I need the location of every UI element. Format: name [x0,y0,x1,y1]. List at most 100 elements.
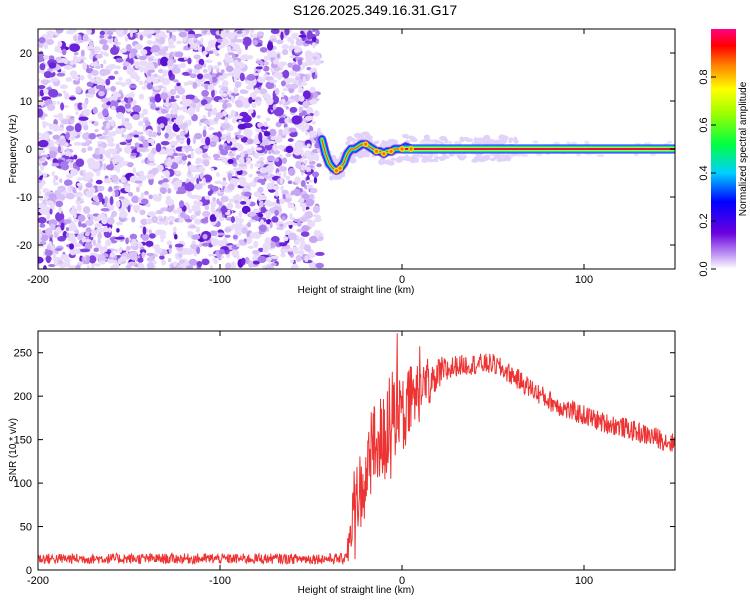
noise-blob [288,127,297,133]
noise-blob [68,96,77,101]
noise-blob [279,223,284,227]
noise-blob [211,89,215,98]
noise-blob [179,259,185,264]
noise-blob [121,208,126,214]
noise-blob [162,69,168,77]
noise-blob [208,134,213,139]
noise-blob [174,51,184,58]
noise-blob [301,225,310,232]
noise-blob [80,49,85,57]
noise-blob [141,233,149,242]
noise-blob [193,250,197,257]
noise-blob [113,262,120,268]
noise-blob [57,259,64,265]
noise-blob [265,164,275,172]
noise-blob [127,96,132,104]
noise-blob [175,95,180,99]
noise-blob [39,63,46,71]
noise-blob [120,157,125,163]
noise-blob [304,166,312,171]
noise-blob [66,232,70,238]
noise-blob [187,107,196,115]
noise-blob [246,221,252,228]
noise-blob [206,155,211,160]
noise-blob [234,223,244,229]
noise-blob [243,150,249,155]
noise-blob [309,249,315,257]
noise-blob [71,205,76,213]
noise-blob [302,75,306,84]
noise-blob [93,247,99,253]
noise-blob [187,208,193,214]
noise-blob [305,198,315,207]
noise-blob [95,84,105,90]
noise-blob [128,52,132,59]
noise-blob [270,262,277,266]
noise-blob [302,90,311,100]
noise-blob [96,170,101,177]
noise-blob [38,55,44,63]
colorbar-tick-label: 0.6 [698,117,710,132]
noise-blob [266,145,272,151]
noise-blob [91,48,95,56]
noise-blob [210,236,214,242]
noise-blob [287,201,291,209]
noise-blob [227,209,231,214]
noise-blob [239,181,249,187]
noise-blob [49,139,55,148]
noise-blob [137,174,147,181]
noise-blob [298,197,305,203]
noise-blob [121,133,125,138]
noise-blob [154,216,159,222]
noise-blob [216,38,223,43]
noise-blob [307,108,314,114]
noise-blob [68,29,78,33]
noise-blob [203,145,210,149]
noise-blob [248,182,253,187]
y-tick-label: -20 [16,240,32,252]
noise-blob [148,130,153,138]
noise-blob [117,258,122,265]
noise-blob [285,153,292,158]
spectrogram-y-ticks: -20 -10 0 10 20 [16,48,675,252]
noise-blob [224,116,228,125]
noise-blob [95,53,103,59]
noise-blob [126,67,135,75]
noise-blob [74,123,82,133]
snr-x-axis-label: Height of straight line (km) [298,585,415,596]
noise-blob [230,137,238,143]
noise-blob [159,255,165,260]
noise-blob [491,139,497,143]
noise-blob [287,62,293,68]
noise-blob [286,36,293,43]
y-tick-label: 100 [14,478,32,490]
noise-blob [203,73,212,79]
noise-blob [165,105,170,112]
noise-blob [204,204,210,211]
noise-blob [227,159,234,164]
noise-blob [245,85,253,90]
noise-blob [298,34,307,38]
noise-blob [196,195,202,201]
noise-blob [362,131,368,136]
colorbar-label: Normalized spectral amplitude [738,81,749,216]
y-tick-label: 150 [14,435,32,447]
noise-blob [300,180,306,187]
noise-blob [72,79,81,85]
noise-blob [172,261,177,268]
noise-blob [228,198,236,203]
noise-blob [124,35,129,42]
trace-peak-core [389,149,393,153]
noise-blob [102,69,111,76]
noise-blob [266,264,275,269]
noise-blob [39,196,44,201]
noise-blob [78,116,89,121]
noise-blob [167,38,175,46]
noise-blob [125,245,131,251]
noise-blob [236,38,244,43]
noise-blob [215,171,220,178]
noise-blob [210,221,216,226]
noise-blob [426,158,435,163]
x-tick-label: 100 [575,575,593,587]
noise-blob [218,201,223,207]
